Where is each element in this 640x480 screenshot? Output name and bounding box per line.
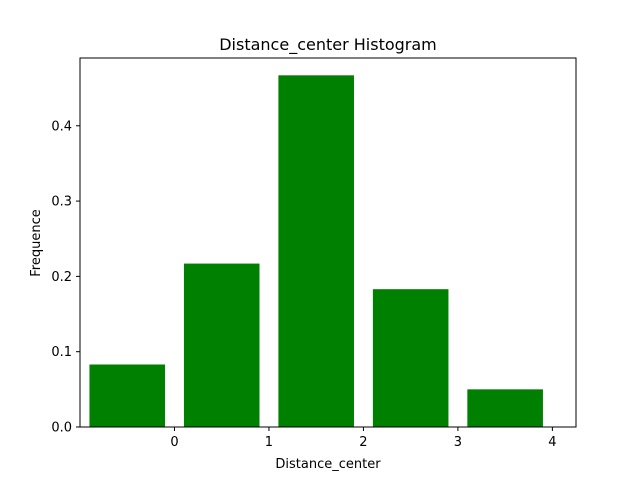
y-axis-title: Frequence [29,209,44,276]
histogram-bar-0 [89,364,166,427]
y-tick-label: 0.4 [51,119,72,134]
x-tick-label: 4 [548,435,556,450]
histogram-bar-2 [278,75,354,428]
x-tick-label: 2 [359,435,367,450]
plot-frame [79,57,577,428]
x-tick-label: 3 [454,435,462,450]
chart-title: Distance_center Histogram [219,35,437,55]
histogram-bar-4 [467,389,543,427]
y-tick-label: 0.1 [51,345,72,360]
bars-layer [89,75,543,428]
histogram-bar-3 [372,289,449,427]
x-axis-title: Distance_center [275,457,381,472]
x-tick-label: 0 [170,435,178,450]
histogram-bar-1 [183,263,260,427]
x-tick-label: 1 [265,435,273,450]
y-tick-label: 0.2 [51,270,72,285]
y-tick-label: 0.3 [51,195,72,210]
y-tick-label: 0.0 [51,421,72,436]
axes-layer: 0 1 2 3 4 0.0 0.1 0.2 0.3 0.4 [51,57,577,450]
